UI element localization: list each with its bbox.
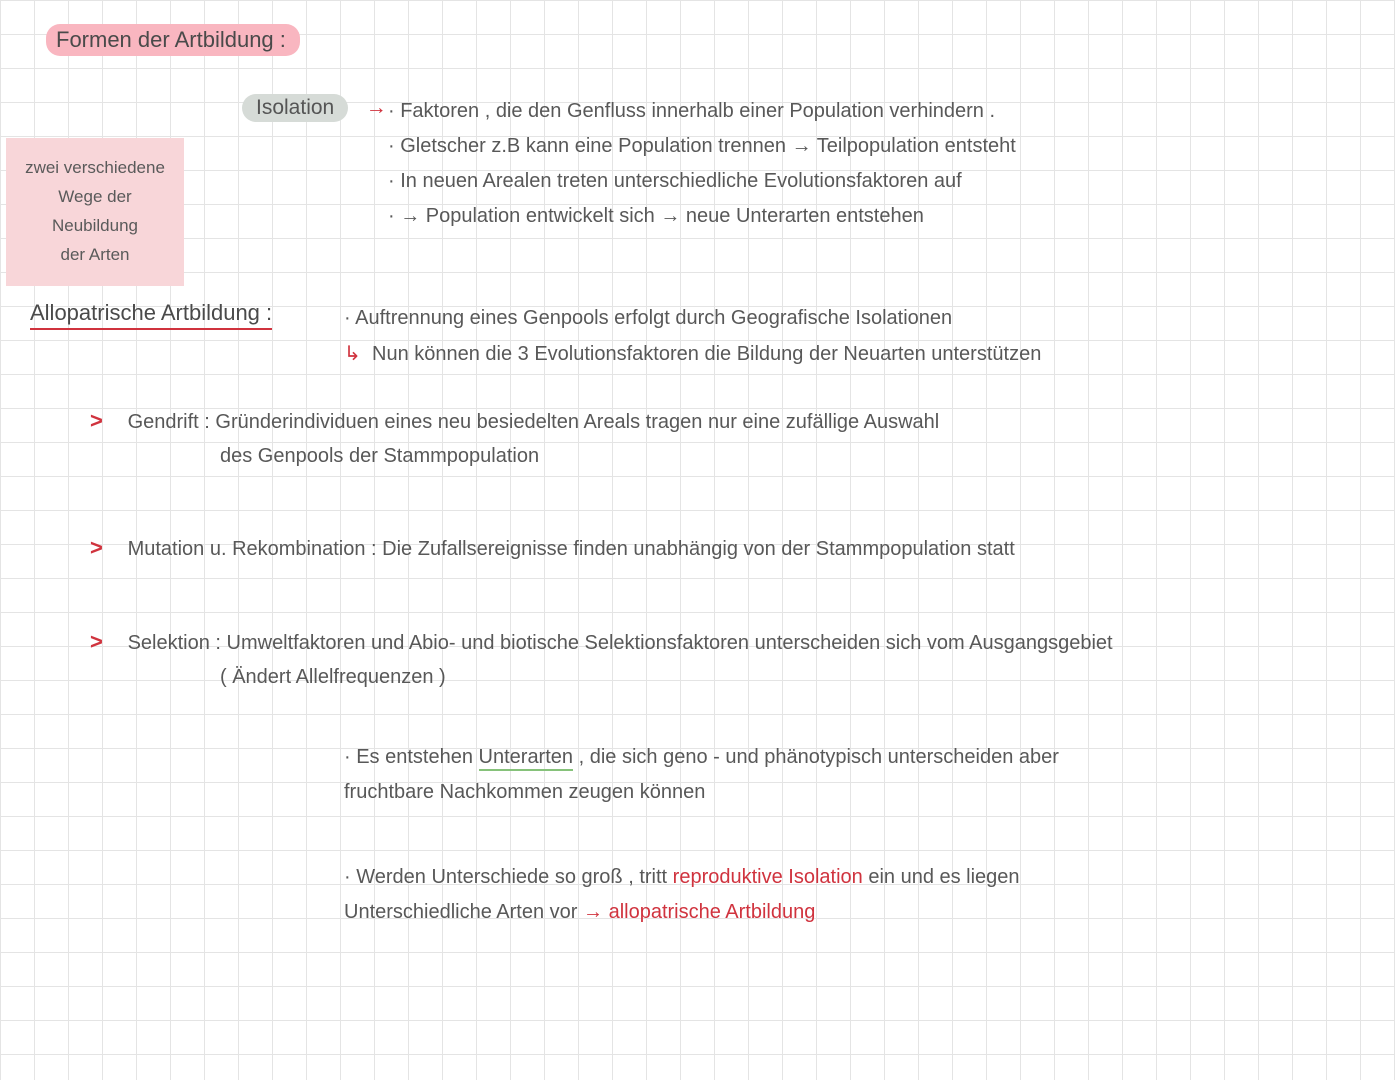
emphasis-term: reproduktive Isolation bbox=[673, 866, 863, 888]
note-text: Nun können die 3 Evolutionsfaktoren die … bbox=[372, 343, 1041, 365]
side-note-box: zwei verschiedene Wege der Neubildung de… bbox=[6, 138, 184, 286]
note-text: · Werden Unterschiede so groß , tritt bbox=[344, 866, 673, 888]
note-text: ein und es liegen bbox=[863, 866, 1020, 888]
factor-gendrift: > Gendrift : Gründerindividuen eines neu… bbox=[90, 402, 1370, 473]
note-line: · Faktoren , die den Genfluss innerhalb … bbox=[388, 94, 1358, 129]
conclusion-notes: · Es entstehen Unterarten , die sich gen… bbox=[344, 740, 1364, 930]
allopatric-heading: Allopatrische Artbildung : bbox=[30, 300, 272, 330]
note-line: · In neuen Arealen treten unterschiedlic… bbox=[388, 164, 1358, 199]
note-line: · Auftrennung eines Genpools erfolgt dur… bbox=[344, 300, 1364, 336]
factor-label: Gendrift : bbox=[128, 411, 210, 433]
arrow-icon: → bbox=[366, 96, 387, 119]
factor-text: Gründerindividuen eines neu besiedelten … bbox=[215, 411, 939, 433]
emphasis-term: allopatrische Artbildung bbox=[603, 901, 815, 923]
factor-text: Die Zufallsereignisse finden unabhängig … bbox=[382, 538, 1015, 560]
chevron-icon: > bbox=[90, 529, 122, 566]
factor-text: des Genpools der Stammpopulation bbox=[90, 439, 1370, 473]
evolution-factors: > Gendrift : Gründerindividuen eines neu… bbox=[90, 402, 1370, 750]
factor-text: ( Ändert Allelfrequenzen ) bbox=[90, 660, 1370, 694]
note-line: fruchtbare Nachkommen zeugen können bbox=[344, 775, 1364, 810]
factor-selection: > Selektion : Umweltfaktoren und Abio- u… bbox=[90, 623, 1370, 694]
side-note-line: der Arten bbox=[24, 241, 166, 270]
note-text: Unterschiedliche Arten vor bbox=[344, 901, 583, 923]
note-line: · Gletscher z.B kann eine Population tre… bbox=[388, 129, 1358, 164]
chevron-icon: > bbox=[90, 402, 122, 439]
factor-mutation: > Mutation u. Rekombination : Die Zufall… bbox=[90, 529, 1370, 566]
factor-text: Umweltfaktoren und Abio- und biotische S… bbox=[227, 632, 1113, 654]
allopatric-notes: · Auftrennung eines Genpools erfolgt dur… bbox=[344, 300, 1364, 372]
note-line: Unterschiedliche Arten vor → allopatrisc… bbox=[344, 895, 1364, 930]
isolation-highlight: Isolation bbox=[242, 94, 348, 122]
note-text: , die sich geno - und phänotypisch unter… bbox=[573, 746, 1059, 768]
hook-arrow-icon: ↳ bbox=[344, 336, 372, 372]
side-note-line: Wege der Neubildung bbox=[24, 183, 166, 241]
note-line: · Es entstehen Unterarten , die sich gen… bbox=[344, 740, 1364, 775]
underlined-term: Unterarten bbox=[479, 746, 574, 771]
chevron-icon: > bbox=[90, 623, 122, 660]
note-text: · Es entstehen bbox=[344, 746, 479, 768]
isolation-heading: Isolation → bbox=[242, 94, 387, 122]
note-line: · Werden Unterschiede so groß , tritt re… bbox=[344, 860, 1364, 895]
factor-label: Selektion : bbox=[128, 632, 221, 654]
note-line: ↳Nun können die 3 Evolutionsfaktoren die… bbox=[344, 336, 1364, 372]
isolation-notes: · Faktoren , die den Genfluss innerhalb … bbox=[388, 94, 1358, 234]
note-line: · → Population entwickelt sich → neue Un… bbox=[388, 199, 1358, 234]
page-title: Formen der Artbildung : bbox=[46, 24, 300, 56]
side-note-line: zwei verschiedene bbox=[24, 154, 166, 183]
arrow-icon: → bbox=[583, 901, 603, 923]
title-highlight: Formen der Artbildung : bbox=[46, 24, 300, 56]
factor-label: Mutation u. Rekombination : bbox=[128, 538, 377, 560]
